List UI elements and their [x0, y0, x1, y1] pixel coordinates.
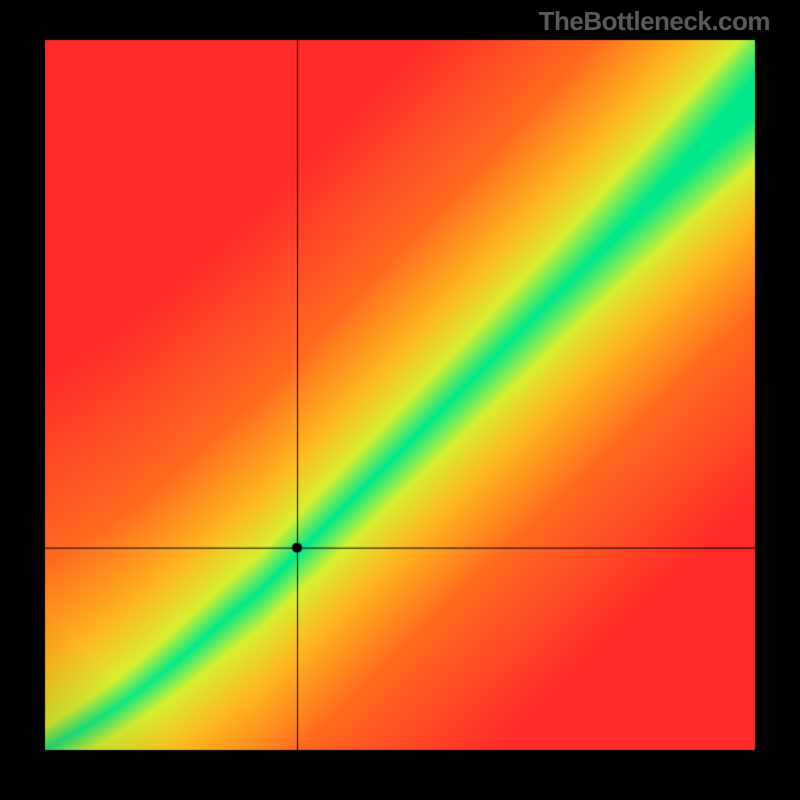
- watermark-text: TheBottleneck.com: [539, 6, 770, 37]
- bottleneck-heatmap: [0, 0, 800, 800]
